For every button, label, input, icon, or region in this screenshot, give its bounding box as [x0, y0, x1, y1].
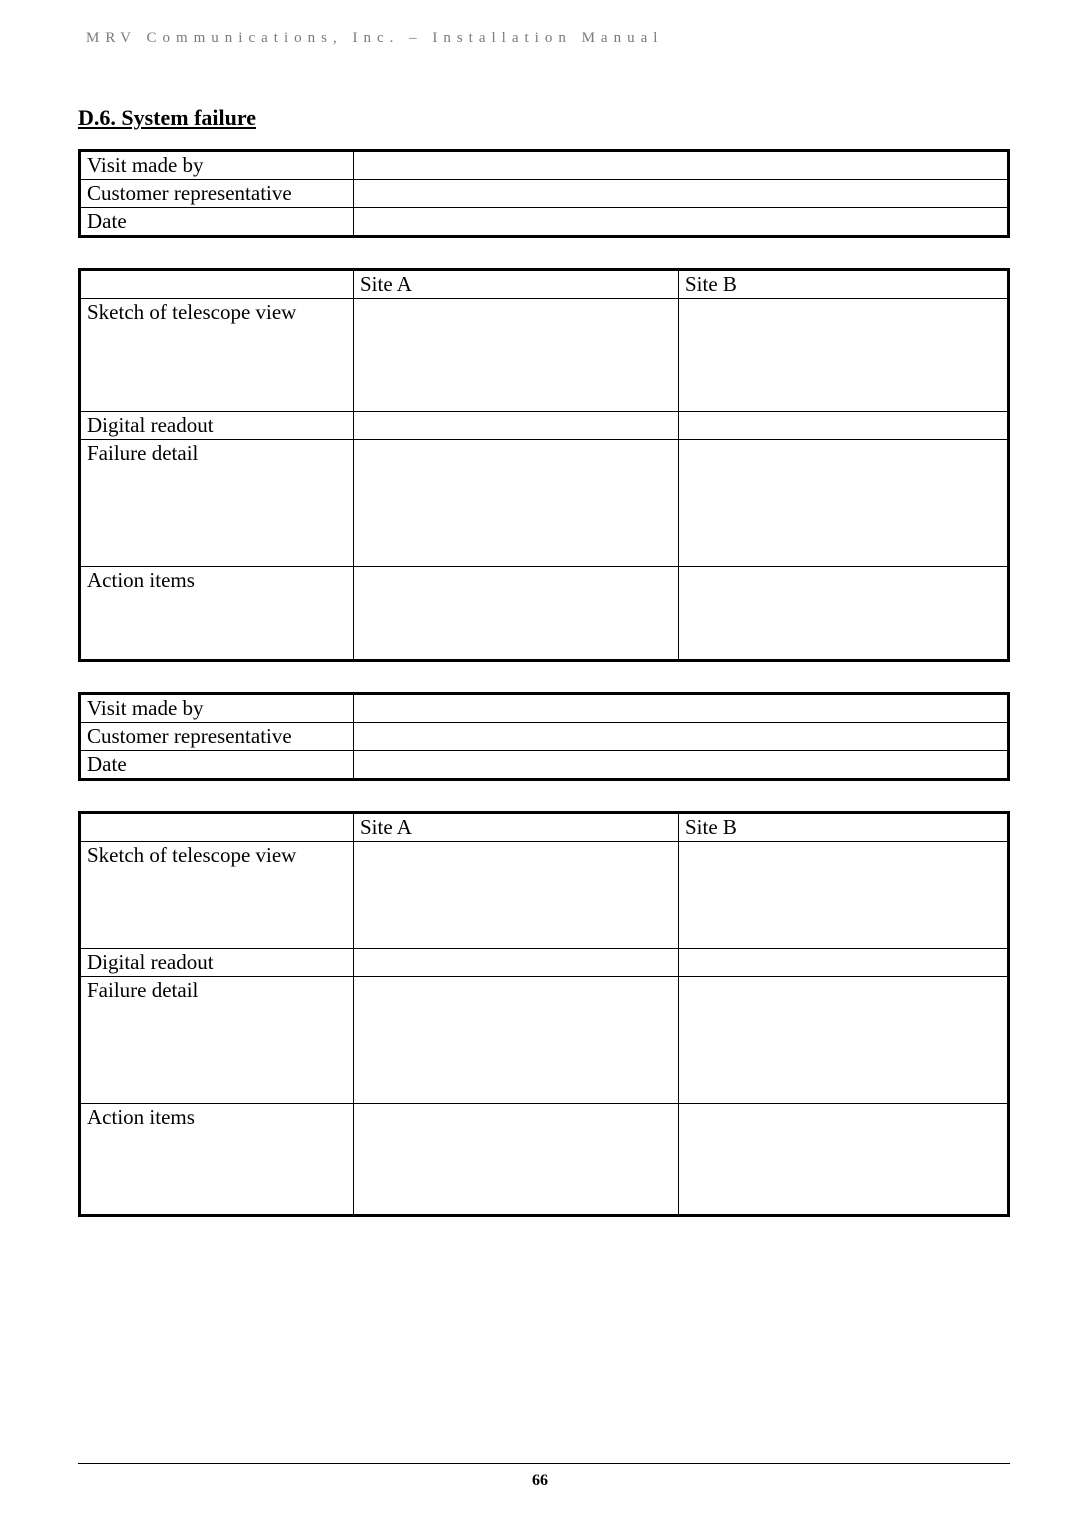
cell-site-b	[678, 842, 1008, 949]
info-label: Customer representative	[80, 723, 354, 751]
detail-table-1: Site A Site B Sketch of telescope view D…	[78, 268, 1010, 662]
row-label: Sketch of telescope view	[80, 842, 354, 949]
table-row: Failure detail	[80, 977, 1009, 1104]
info-label: Customer representative	[80, 180, 354, 208]
table-row: Date	[80, 751, 1009, 780]
row-label: Failure detail	[80, 440, 354, 567]
footer-divider	[78, 1463, 1010, 1464]
table-row: Sketch of telescope view	[80, 299, 1009, 412]
cell-site-b	[678, 977, 1008, 1104]
cell-site-a	[354, 842, 679, 949]
cell-site-b	[678, 1104, 1008, 1216]
cell-site-b	[678, 949, 1008, 977]
row-label: Digital readout	[80, 412, 354, 440]
cell-site-b	[678, 567, 1008, 661]
info-value	[354, 751, 1009, 780]
col-site-b: Site B	[678, 813, 1008, 842]
cell-site-a	[354, 977, 679, 1104]
cell-site-a	[354, 299, 679, 412]
table-row: Action items	[80, 567, 1009, 661]
info-label: Date	[80, 751, 354, 780]
info-table-2: Visit made by Customer representative Da…	[78, 692, 1010, 781]
section-title: D.6. System failure	[78, 105, 1010, 131]
cell-site-b	[678, 412, 1008, 440]
info-value	[354, 694, 1009, 723]
page-number: 66	[0, 1472, 1080, 1490]
col-site-a: Site A	[354, 270, 679, 299]
row-label: Sketch of telescope view	[80, 299, 354, 412]
table-row: Failure detail	[80, 440, 1009, 567]
info-value	[354, 208, 1009, 237]
info-label: Visit made by	[80, 151, 354, 180]
cell-site-a	[354, 949, 679, 977]
table-header-row: Site A Site B	[80, 813, 1009, 842]
cell-site-b	[678, 299, 1008, 412]
detail-table-2: Site A Site B Sketch of telescope view D…	[78, 811, 1010, 1217]
info-label: Date	[80, 208, 354, 237]
cell-site-a	[354, 1104, 679, 1216]
table-row: Customer representative	[80, 180, 1009, 208]
cell-site-a	[354, 567, 679, 661]
cell-site-b	[678, 440, 1008, 567]
info-table-1: Visit made by Customer representative Da…	[78, 149, 1010, 238]
table-row: Customer representative	[80, 723, 1009, 751]
col-site-b: Site B	[678, 270, 1008, 299]
table-row: Sketch of telescope view	[80, 842, 1009, 949]
col-blank	[80, 270, 354, 299]
cell-site-a	[354, 440, 679, 567]
info-value	[354, 151, 1009, 180]
row-label: Action items	[80, 1104, 354, 1216]
table-row: Date	[80, 208, 1009, 237]
page-header: MRV Communications, Inc. – Installation …	[86, 30, 1010, 47]
row-label: Failure detail	[80, 977, 354, 1104]
table-row: Digital readout	[80, 412, 1009, 440]
info-label: Visit made by	[80, 694, 354, 723]
table-row: Digital readout	[80, 949, 1009, 977]
table-header-row: Site A Site B	[80, 270, 1009, 299]
col-site-a: Site A	[354, 813, 679, 842]
row-label: Action items	[80, 567, 354, 661]
cell-site-a	[354, 412, 679, 440]
info-value	[354, 180, 1009, 208]
table-row: Visit made by	[80, 151, 1009, 180]
info-value	[354, 723, 1009, 751]
table-row: Visit made by	[80, 694, 1009, 723]
col-blank	[80, 813, 354, 842]
document-page: MRV Communications, Inc. – Installation …	[0, 0, 1080, 1528]
row-label: Digital readout	[80, 949, 354, 977]
block-2: Visit made by Customer representative Da…	[78, 692, 1010, 1217]
table-row: Action items	[80, 1104, 1009, 1216]
